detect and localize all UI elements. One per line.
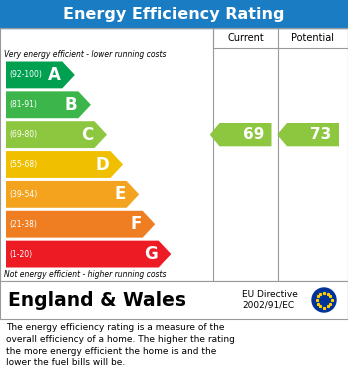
Polygon shape xyxy=(277,123,339,146)
Text: The energy efficiency rating is a measure of the
overall efficiency of a home. T: The energy efficiency rating is a measur… xyxy=(6,323,235,368)
Text: 69: 69 xyxy=(243,127,264,142)
Polygon shape xyxy=(210,123,271,146)
Polygon shape xyxy=(6,61,75,88)
Text: E: E xyxy=(114,185,126,203)
Text: (81-91): (81-91) xyxy=(9,100,37,109)
Text: (69-80): (69-80) xyxy=(9,130,37,139)
Text: EU Directive
2002/91/EC: EU Directive 2002/91/EC xyxy=(242,290,298,310)
Text: Potential: Potential xyxy=(292,33,334,43)
Text: G: G xyxy=(144,245,158,263)
Polygon shape xyxy=(6,121,107,148)
Text: Current: Current xyxy=(227,33,264,43)
Text: D: D xyxy=(96,156,110,174)
Bar xyxy=(0,0,348,28)
Text: F: F xyxy=(130,215,142,233)
Polygon shape xyxy=(6,151,123,178)
Polygon shape xyxy=(6,91,91,118)
Text: C: C xyxy=(81,126,94,143)
Bar xyxy=(213,28,348,48)
Text: Energy Efficiency Rating: Energy Efficiency Rating xyxy=(63,7,285,22)
Polygon shape xyxy=(6,181,139,208)
Text: (39-54): (39-54) xyxy=(9,190,37,199)
Text: (55-68): (55-68) xyxy=(9,160,37,169)
Text: (21-38): (21-38) xyxy=(9,220,37,229)
Text: (1-20): (1-20) xyxy=(9,249,32,258)
Text: (92-100): (92-100) xyxy=(9,70,42,79)
Text: Not energy efficient - higher running costs: Not energy efficient - higher running co… xyxy=(4,270,166,279)
Text: B: B xyxy=(65,96,77,114)
Bar xyxy=(0,281,348,319)
Polygon shape xyxy=(6,240,171,267)
Text: A: A xyxy=(48,66,61,84)
Text: 73: 73 xyxy=(310,127,332,142)
Polygon shape xyxy=(6,211,155,238)
Circle shape xyxy=(312,288,336,312)
Text: England & Wales: England & Wales xyxy=(8,291,186,310)
Bar xyxy=(0,28,348,281)
Text: Very energy efficient - lower running costs: Very energy efficient - lower running co… xyxy=(4,50,166,59)
